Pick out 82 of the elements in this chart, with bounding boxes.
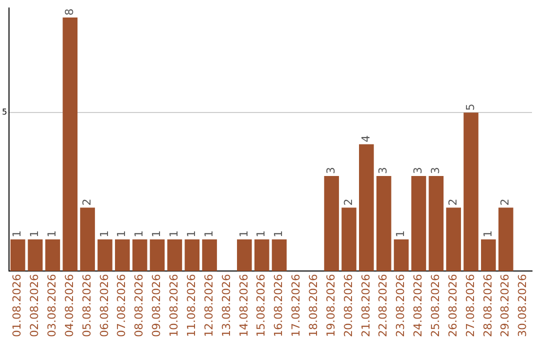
x-tick-label: 24.08.2026 — [412, 274, 425, 338]
data-label: 1 — [272, 230, 286, 238]
x-tick-label: 03.08.2026 — [46, 274, 59, 338]
x-tick-label: 13.08.2026 — [220, 274, 233, 338]
bar — [498, 208, 514, 272]
x-tick-label: 02.08.2026 — [28, 274, 42, 338]
x-tick-label: 26.08.2026 — [446, 274, 460, 338]
bar — [342, 208, 356, 272]
x-tick-label: 04.08.2026 — [62, 274, 76, 338]
data-label: 4 — [359, 135, 372, 142]
data-label: 1 — [202, 230, 216, 238]
x-tick-label: 09.08.2026 — [150, 274, 164, 338]
bar — [28, 239, 43, 272]
data-label: 3 — [428, 166, 442, 174]
x-tick-label: 17.08.2026 — [290, 274, 303, 338]
x-tick-label: 20.08.2026 — [342, 274, 355, 338]
bar — [132, 239, 148, 272]
x-tick-label: 06.08.2026 — [98, 274, 111, 338]
data-label: 2 — [498, 198, 512, 206]
x-tick-label: 11.08.2026 — [184, 274, 198, 338]
data-label: 1 — [98, 230, 111, 238]
bar — [150, 239, 165, 272]
x-tick-label: 23.08.2026 — [394, 274, 408, 338]
data-label: 3 — [324, 166, 338, 174]
x-tick-label: 10.08.2026 — [168, 274, 181, 338]
x-tick-label: 14.08.2026 — [237, 274, 250, 338]
x-tick-label: 16.08.2026 — [272, 274, 286, 338]
x-tick-label: 05.08.2026 — [80, 274, 94, 338]
data-label: 1 — [184, 230, 198, 238]
bar — [184, 239, 200, 272]
bar — [428, 176, 444, 272]
bar — [236, 239, 252, 272]
data-label: 1 — [10, 230, 24, 238]
x-tick-label: 01.08.2026 — [10, 274, 24, 338]
bar — [464, 112, 478, 272]
data-label: 1 — [132, 230, 146, 238]
bar — [446, 208, 461, 272]
bar — [254, 239, 270, 272]
bar — [376, 176, 392, 272]
data-label: 1 — [394, 230, 408, 238]
data-label: 1 — [115, 230, 128, 238]
data-label: 2 — [446, 198, 460, 206]
x-tick-label: 22.08.2026 — [376, 274, 390, 338]
bar — [394, 239, 409, 272]
x-tick-label: 28.08.2026 — [481, 274, 494, 338]
x-tick-label: 12.08.2026 — [202, 274, 216, 338]
x-tick-label: 25.08.2026 — [428, 274, 442, 338]
data-label: 1 — [28, 230, 42, 238]
bar — [359, 144, 374, 272]
x-tick-label: 07.08.2026 — [115, 274, 128, 338]
data-label: 1 — [237, 230, 250, 238]
bar — [114, 239, 130, 272]
bar — [481, 239, 496, 272]
bar — [10, 239, 26, 272]
bar — [411, 176, 426, 272]
bar — [98, 239, 112, 272]
data-label: 5 — [464, 104, 477, 111]
x-tick-label: 29.08.2026 — [498, 274, 512, 338]
data-label: 2 — [342, 198, 355, 206]
bar — [167, 239, 182, 272]
bar — [324, 176, 339, 272]
x-tick-label: 15.08.2026 — [254, 274, 268, 338]
bar — [62, 18, 78, 272]
x-tick-label: 21.08.2026 — [359, 274, 372, 338]
bar — [202, 239, 217, 272]
data-label: 3 — [376, 166, 390, 174]
data-label: 3 — [412, 166, 425, 174]
bar — [45, 239, 60, 272]
bar — [80, 208, 95, 272]
data-label: 1 — [168, 230, 181, 238]
x-tick-label: 30.08.2026 — [516, 274, 530, 338]
x-tick-label: 08.08.2026 — [132, 274, 146, 338]
data-label: 1 — [481, 230, 494, 238]
x-tick-label: 27.08.2026 — [464, 274, 477, 338]
data-label: 2 — [80, 198, 94, 206]
data-label: 8 — [62, 8, 76, 16]
data-label: 1 — [46, 230, 59, 238]
x-tick-label: 18.08.2026 — [306, 274, 320, 338]
data-label: 1 — [150, 230, 164, 238]
bar — [272, 239, 287, 272]
data-label: 1 — [254, 230, 268, 238]
x-tick-label: 19.08.2026 — [324, 274, 338, 338]
